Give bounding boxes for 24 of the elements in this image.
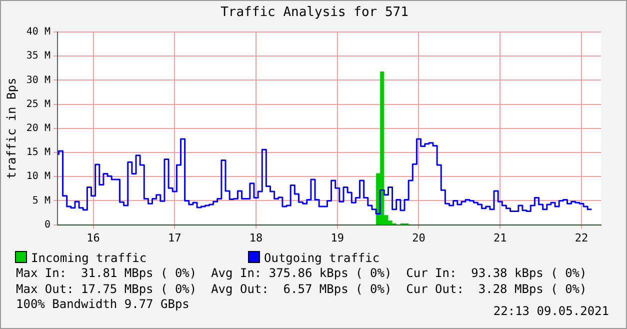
text: 22:13 09.05.2021 (493, 304, 609, 318)
y-tick-label: 20 M (26, 122, 50, 134)
chart-title: Traffic Analysis for 571 (220, 5, 410, 20)
text: 100% Bandwidth 9.77 GBps (16, 297, 190, 311)
y-tick-label: 35 M (26, 50, 50, 62)
x-tick-label: 19 (330, 231, 344, 244)
y-tick-label: 10 M (26, 171, 50, 182)
y-tick-label: 40 M (26, 26, 50, 38)
y-tick-label: 15 M (26, 147, 50, 158)
legend-label: Incoming traffic (30, 251, 147, 265)
legend-label: Outgoing traffic (263, 251, 380, 265)
x-tick-label: 17 (168, 231, 182, 244)
x-tick-label: 21 (493, 231, 507, 244)
y-axis-title: traffic in Bps (4, 78, 18, 179)
x-tick-label: 22 (574, 231, 588, 244)
text: Max Out: 17.75 MBps ( 0%) Avg Out: 6.57 MBps ( 0%) Cur Out: 3.28 MBps ( 0%) (16, 282, 587, 297)
x-tick-label: 20 (412, 231, 426, 244)
x-tick-label: 18 (249, 231, 263, 244)
x-tick-label: 16 (86, 231, 100, 244)
text: Max In: 31.81 MBps ( 0%) Avg In: 375.86 kBps ( 0%) Cur In: 93.38 kBps ( 0%) (16, 266, 587, 282)
y-tick-label: 25 M (26, 98, 50, 110)
y-tick-label: 0 (44, 219, 50, 230)
y-tick-label: 30 M (26, 74, 50, 86)
y-tick-label: 5 M (32, 195, 50, 206)
